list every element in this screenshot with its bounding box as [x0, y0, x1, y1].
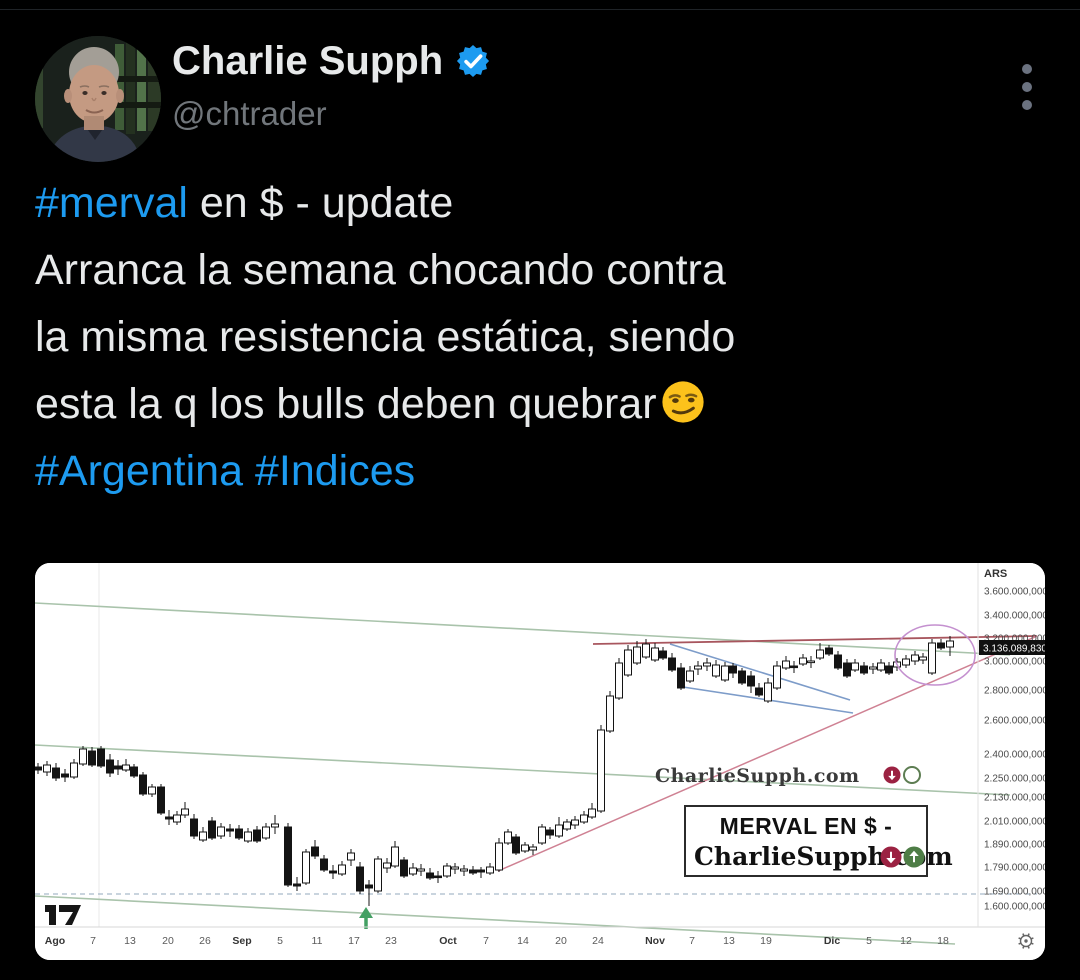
svg-text:13: 13: [723, 935, 735, 947]
svg-text:13: 13: [124, 935, 136, 947]
svg-text:ARS: ARS: [984, 568, 1007, 580]
green-channel-top: [35, 602, 1011, 656]
svg-text:CharlieSupph.com: CharlieSupph.com: [655, 765, 860, 787]
more-menu-icon[interactable]: [1013, 62, 1041, 112]
verified-badge-icon: [457, 44, 490, 78]
avatar-image: [35, 36, 161, 162]
green-channel-bottom: [35, 895, 956, 945]
hashtag-link[interactable]: #Argentina: [35, 447, 243, 495]
candles: [35, 636, 954, 906]
tweet-line: esta la q los bulls deben quebrar: [35, 371, 1045, 438]
svg-text:2.400.000,000: 2.400.000,000: [984, 750, 1045, 761]
gear-icon: [1018, 933, 1034, 949]
svg-text:MERVAL EN $ -: MERVAL EN $ -: [720, 813, 893, 839]
svg-text:2.250.000,000: 2.250.000,000: [984, 774, 1045, 785]
svg-text:5: 5: [866, 935, 872, 947]
svg-text:3.600.000,000: 3.600.000,000: [984, 587, 1045, 598]
svg-text:26: 26: [199, 935, 211, 947]
down-arrow-circle-icon: [883, 766, 901, 784]
svg-text:7: 7: [483, 935, 489, 947]
tweet-text: #merval en $ - update Arranca la semana c…: [35, 170, 1045, 505]
tweet-text-segment: en $ - update: [187, 179, 454, 227]
time-axis[interactable]: Ago 7 13 20 26 Sep 5 11 17 23 Oct 7 14 20 24 Nov 7 13 19 Di…: [45, 935, 949, 947]
svg-text:24: 24: [592, 935, 604, 947]
chart-title-box: MERVAL EN $ -CharlieSupph.com: [684, 805, 953, 877]
tweet-line: #Argentina #Indices: [35, 438, 1045, 505]
svg-text:Sep: Sep: [232, 935, 251, 947]
tweet-text-segment: [243, 447, 255, 495]
svg-text:20: 20: [555, 935, 567, 947]
svg-text:2.130.000,000: 2.130.000,000: [984, 793, 1045, 804]
smirk-emoji: [661, 381, 704, 423]
blue-flag-top: [669, 643, 851, 701]
display-name[interactable]: Charlie Supph: [172, 39, 444, 83]
svg-text:18: 18: [937, 935, 949, 947]
green-channel-mid: [35, 744, 1011, 796]
breakout-highlight-circle: [894, 624, 976, 686]
svg-text:11: 11: [312, 935, 323, 947]
red-ascending-support: [497, 635, 1038, 872]
hashtag-link[interactable]: #merval: [35, 179, 188, 227]
svg-text:Nov: Nov: [645, 935, 665, 947]
hashtag-link[interactable]: #Indices: [254, 447, 416, 495]
up-arrow-circle-icon: [903, 846, 925, 868]
svg-text:Oct: Oct: [439, 935, 457, 947]
tweet-line: #merval en $ - update: [35, 170, 1045, 237]
avatar[interactable]: [35, 36, 161, 162]
svg-text:1.600.000,000: 1.600.000,000: [984, 902, 1045, 913]
tweet-text-segment: esta la q los bulls deben quebrar: [35, 380, 657, 428]
svg-text:5: 5: [277, 935, 283, 947]
svg-text:1.890.000,000: 1.890.000,000: [984, 840, 1045, 851]
watermark: CharlieSupph.com: [655, 765, 921, 787]
svg-text:1.690.000,000: 1.690.000,000: [984, 887, 1045, 898]
svg-text:2.600.000,000: 2.600.000,000: [984, 716, 1045, 727]
candlestick-chart: CharlieSupph.com MERVAL EN $ -CharlieSupp…: [35, 563, 1045, 960]
chart-media[interactable]: CharlieSupph.com MERVAL EN $ - CharlieSupp…: [35, 563, 1045, 960]
svg-text:Ago: Ago: [45, 935, 65, 947]
top-divider: [0, 9, 1080, 10]
svg-text:23: 23: [385, 935, 397, 947]
svg-text:3.200.000,000: 3.200.000,000: [984, 634, 1045, 645]
svg-text:7: 7: [689, 935, 695, 947]
svg-text:3.000.000,000: 3.000.000,000: [984, 657, 1045, 668]
svg-text:1.790.000,000: 1.790.000,000: [984, 863, 1045, 874]
svg-text:7: 7: [90, 935, 96, 947]
tweet-text-segment: Arranca la semana chocando contra: [35, 246, 726, 294]
user-identity: Charlie Supph @chtrader: [172, 36, 491, 134]
svg-text:3.136.089,830: 3.136.089,830: [983, 644, 1045, 655]
svg-text:Dic: Dic: [824, 935, 841, 947]
price-axis[interactable]: ARS 3.600.000,000 3.400.000,000 3.200.000,0…: [984, 568, 1045, 913]
svg-text:2.010.000,000: 2.010.000,000: [984, 817, 1045, 828]
down-arrow-circle-icon: [880, 846, 902, 868]
tweet-text-segment: la misma resistencia estática, siendo: [35, 313, 736, 361]
svg-text:2.800.000,000: 2.800.000,000: [984, 686, 1045, 697]
tradingview-logo: [45, 905, 81, 925]
svg-text:19: 19: [760, 935, 772, 947]
user-handle[interactable]: @chtrader: [172, 95, 327, 132]
up-arrow-circle-icon: [903, 766, 921, 784]
svg-text:20: 20: [162, 935, 174, 947]
svg-text:12: 12: [900, 935, 912, 947]
tweet-line: Arranca la semana chocando contra: [35, 237, 1045, 304]
svg-text:3.400.000,000: 3.400.000,000: [984, 611, 1045, 622]
svg-text:17: 17: [348, 935, 360, 947]
red-static-resistance: [592, 635, 1038, 645]
current-price-tag: 3.136.089,830: [979, 640, 1045, 655]
tweet-line: la misma resistencia estática, siendo: [35, 304, 1045, 371]
svg-text:14: 14: [517, 935, 529, 947]
